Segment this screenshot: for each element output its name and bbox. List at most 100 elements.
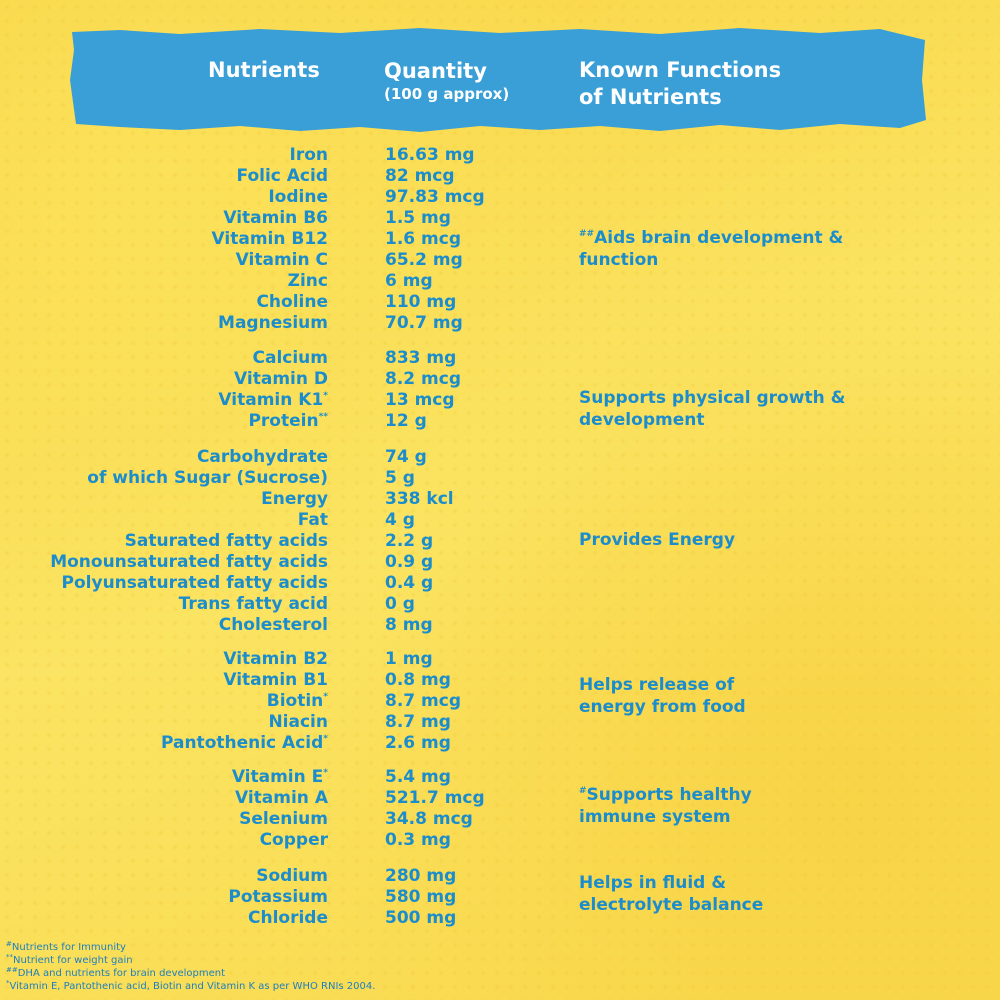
quantity: 5 g xyxy=(385,468,415,488)
nutrient-name: Monounsaturated fatty acids xyxy=(0,552,328,573)
quantity: 1.5 mg xyxy=(385,208,451,228)
nutrient-label: Folic Acid xyxy=(236,166,328,186)
quantity: 0.9 g xyxy=(385,552,434,572)
nutrient-label: Magnesium xyxy=(218,313,328,333)
quantity: 8.7 mg xyxy=(385,712,451,732)
quantity: 82 mcg xyxy=(385,166,455,186)
nutrient-name: Pantothenic Acid* xyxy=(0,733,328,754)
nutrient-name: Vitamin B2 xyxy=(0,649,328,670)
function-line: Provides Energy xyxy=(579,530,736,550)
nutrient-name: Vitamin B1 xyxy=(0,670,328,691)
nutrient-label: Protein xyxy=(248,411,319,431)
nutrient-label: Vitamin E xyxy=(231,767,324,787)
function-text: immune system xyxy=(579,807,731,828)
quantity: 65.2 mg xyxy=(385,250,463,270)
quantity: 500 mg xyxy=(385,908,457,928)
nutrient-name: Vitamin D xyxy=(0,369,328,390)
nutrient-label: Saturated fatty acids xyxy=(124,531,328,551)
quantity: 521.7 mcg xyxy=(385,788,485,808)
footnote: ##DHA and nutrients for brain developmen… xyxy=(6,967,225,980)
nutrient-label: Pantothenic Acid xyxy=(160,733,324,753)
footnote-mark: * xyxy=(323,391,328,401)
function-text: Provides Energy xyxy=(579,530,735,551)
header-banner xyxy=(70,28,926,132)
nutrient-name: Calcium xyxy=(0,348,329,369)
nutrient-name: Carbohydrate xyxy=(0,447,328,468)
quantity: 8.2 mcg xyxy=(385,369,461,389)
function-text: energy from food xyxy=(579,697,746,718)
footnote-text: DHA and nutrients for brain development xyxy=(17,968,226,979)
nutrient-label: of which Sugar (Sucrose) xyxy=(87,468,328,488)
footnote-text: Nutrients for Immunity xyxy=(11,942,126,953)
header-quantity: Quantity xyxy=(384,59,487,83)
nutrient-label: Zinc xyxy=(287,271,328,291)
quantity: 5.4 mg xyxy=(385,767,451,787)
nutrient-label: Potassium xyxy=(228,887,328,907)
footnote-mark: ** xyxy=(6,953,13,961)
function-line: Supports healthy xyxy=(586,785,752,805)
quantity: 280 mg xyxy=(385,866,457,886)
function-text: development xyxy=(579,410,704,431)
nutrient-name: Iron xyxy=(0,145,329,166)
header-nutrients: Nutrients xyxy=(208,58,320,82)
nutrient-name: Choline xyxy=(0,292,328,313)
footnote: *Vitamin E, Pantothenic acid, Biotin and… xyxy=(6,980,375,993)
quantity: 4 g xyxy=(385,510,415,530)
quantity: 1 mg xyxy=(385,649,433,669)
nutrient-name: of which Sugar (Sucrose) xyxy=(0,468,328,489)
function-line: immune system xyxy=(579,807,731,827)
function-text: Helps release of xyxy=(579,675,734,696)
nutrient-label: Polyunsaturated fatty acids xyxy=(61,573,328,593)
footnote-text: Nutrient for weight gain xyxy=(13,955,133,966)
nutrient-name: Biotin* xyxy=(0,691,328,712)
function-line: Helps in fluid & xyxy=(579,873,727,893)
nutrient-name: Polyunsaturated fatty acids xyxy=(0,573,328,594)
quantity: 1.6 mcg xyxy=(385,229,461,249)
footnote-mark: # xyxy=(579,786,587,796)
nutrient-name: Vitamin K1* xyxy=(0,390,328,411)
footnote-mark: ** xyxy=(318,412,328,422)
quantity: 110 mg xyxy=(385,292,457,312)
nutrient-label: Selenium xyxy=(239,809,328,829)
quantity: 0.8 mg xyxy=(385,670,451,690)
quantity: 97.83 mcg xyxy=(385,187,485,207)
nutrient-name: Cholesterol xyxy=(0,615,328,636)
footnote-mark: ## xyxy=(6,966,18,974)
quantity: 70.7 mg xyxy=(385,313,463,333)
nutrient-name: Vitamin B6 xyxy=(0,208,328,229)
nutrient-name: Potassium xyxy=(0,887,328,908)
nutrient-label: Chloride xyxy=(248,908,328,928)
nutrient-label: Cholesterol xyxy=(218,615,328,635)
quantity: 0.3 mg xyxy=(385,830,451,850)
nutrient-name: Selenium xyxy=(0,809,328,830)
nutrient-label: Vitamin B6 xyxy=(223,208,328,228)
nutrient-label: Carbohydrate xyxy=(196,447,328,467)
function-text: ##Aids brain development & xyxy=(579,228,843,249)
quantity: 0.4 g xyxy=(385,573,434,593)
nutrient-name: Iodine xyxy=(0,187,328,208)
quantity: 2.6 mg xyxy=(385,733,451,753)
footnote-mark: * xyxy=(323,734,328,744)
nutrient-label: Sodium xyxy=(256,866,328,886)
nutrient-name: Saturated fatty acids xyxy=(0,531,328,552)
function-text: electrolyte balance xyxy=(579,895,763,916)
quantity: 6 mg xyxy=(385,271,433,291)
nutrient-label: Vitamin B1 xyxy=(223,670,328,690)
quantity: 74 g xyxy=(385,447,427,467)
function-line: electrolyte balance xyxy=(579,895,764,915)
function-text: function xyxy=(579,250,658,271)
nutrient-name: Vitamin E* xyxy=(0,767,328,788)
footnote-mark: # xyxy=(6,940,12,948)
quantity: 34.8 mcg xyxy=(385,809,473,829)
footnote-mark: ## xyxy=(579,229,595,239)
function-line: function xyxy=(579,250,659,270)
nutrient-label: Vitamin B2 xyxy=(223,649,328,669)
quantity: 16.63 mg xyxy=(385,145,475,165)
footnote-mark: * xyxy=(6,979,10,987)
header-functions: of Nutrients xyxy=(579,85,722,109)
quantity: 8 mg xyxy=(385,615,433,635)
function-text: Supports physical growth & xyxy=(579,388,845,409)
quantity: 338 kcl xyxy=(385,489,454,509)
footnote-text: Vitamin E, Pantothenic acid, Biotin and … xyxy=(9,981,376,992)
